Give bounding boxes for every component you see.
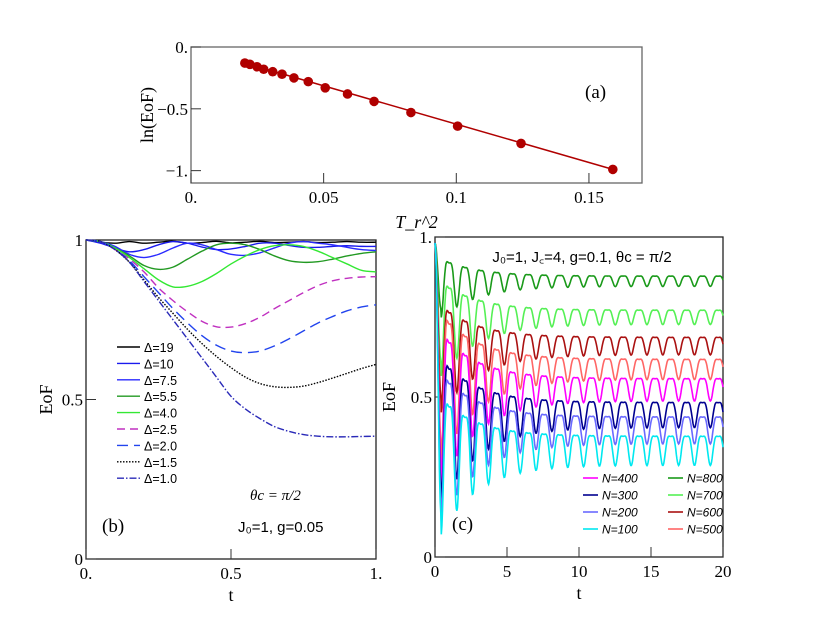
series-line <box>85 239 377 389</box>
series-line <box>85 239 377 289</box>
legend-label: N=500 <box>687 523 723 537</box>
panel-label: (b) <box>102 516 124 537</box>
x-tick-label: 15 <box>643 562 660 581</box>
y-tick-label: 0. <box>175 38 188 57</box>
series-line <box>85 239 377 329</box>
legend-label: Δ=2.5 <box>144 423 177 437</box>
x-tick-label: 20 <box>715 562 732 581</box>
series-line <box>434 242 724 522</box>
panel-c: 0 5 10 15 20 0 0.5 1. t EoF (c) N=400 N=300 N=200 N=10… <box>379 228 732 603</box>
y-tick-label: −0.5 <box>157 100 188 119</box>
fit-line <box>244 62 614 171</box>
x-tick-label: 5 <box>503 562 512 581</box>
panel-label: (c) <box>452 514 473 535</box>
data-point <box>267 66 278 77</box>
data-point <box>342 89 353 99</box>
series-line <box>434 242 724 463</box>
data-point <box>320 83 331 93</box>
x-tick-label: 0.1 <box>446 188 467 207</box>
y-tick-label: 0.5 <box>62 391 83 410</box>
legend-label: Δ=19 <box>144 341 174 355</box>
legend-label: Δ=4.0 <box>144 407 177 421</box>
series-line <box>85 239 377 271</box>
x-tick-label: 0. <box>185 188 198 207</box>
data-point <box>303 76 314 87</box>
y-tick-label: 1. <box>419 228 432 247</box>
data-point <box>369 96 379 107</box>
data-point <box>289 73 299 83</box>
data-point <box>608 164 618 175</box>
plot-frame <box>85 239 377 560</box>
y-tick-label: 1 <box>75 231 84 250</box>
legend-label: N=800 <box>687 472 723 486</box>
x-tick-label: 0.05 <box>309 188 339 207</box>
y-tick-label: 0 <box>424 548 433 567</box>
legend-label: Δ=1.0 <box>144 472 177 486</box>
legend-label: Δ=10 <box>144 357 174 371</box>
annotation-theta: θc = π/2 <box>250 488 301 504</box>
series-line <box>434 242 724 485</box>
x-tick-label: 0 <box>431 562 440 581</box>
series-line <box>434 242 724 535</box>
legend-label: N=300 <box>602 489 638 503</box>
x-axis-label: t <box>576 583 581 603</box>
y-axis-label: EoF <box>36 384 56 414</box>
data-point <box>516 138 526 149</box>
data-point <box>406 107 416 118</box>
panel-b: 0. 0.5 1. 0 0.5 1 t EoF (b) Δ=19 Δ=10 Δ=7.5 Δ=5.5 Δ=4… <box>36 231 382 605</box>
x-tick-label: 10 <box>571 562 588 581</box>
x-tick-label: 0.15 <box>574 188 604 207</box>
legend-label: Δ=1.5 <box>144 456 177 470</box>
legend-label: Δ=2.0 <box>144 439 177 453</box>
annotation-params: J₀=1, g=0.05 <box>238 519 323 536</box>
y-tick-label: −1. <box>166 162 188 181</box>
series-line <box>434 242 724 376</box>
x-tick-label: 0.5 <box>220 564 241 583</box>
data-point <box>452 121 463 131</box>
legend-label: Δ=5.5 <box>144 390 177 404</box>
series-line <box>434 242 724 413</box>
y-tick-label: 0.5 <box>411 388 432 407</box>
series-line <box>85 239 377 438</box>
legend-label: Δ=7.5 <box>144 374 177 388</box>
y-axis-label: EoF <box>379 382 399 412</box>
panel-a: 0. 0.05 0.1 0.15 0. −0.5 −1. T_r^2 ln(EoF) (a) <box>137 38 643 232</box>
legend-label: N=700 <box>687 489 723 503</box>
annotation-params: J₀=1, J꜀=4, g=0.1, θc = π/2 <box>492 249 671 266</box>
legend-label: N=100 <box>602 523 638 537</box>
x-tick-label: 1. <box>370 564 383 583</box>
series-line <box>434 242 724 507</box>
series-line <box>85 239 377 259</box>
x-axis-label: t <box>228 585 233 605</box>
x-tick-label: 0. <box>80 564 93 583</box>
series-line <box>434 242 724 318</box>
legend-label: N=600 <box>687 506 723 520</box>
x-axis-label: T_r^2 <box>395 212 438 232</box>
series-line <box>85 239 377 253</box>
plot-frame <box>190 46 643 184</box>
data-point <box>258 64 269 75</box>
y-axis-label: ln(EoF) <box>137 87 158 143</box>
legend-label: N=200 <box>602 506 638 520</box>
data-point <box>277 69 287 79</box>
panel-label: (a) <box>585 82 606 103</box>
legend-label: N=400 <box>602 472 638 486</box>
series-line <box>85 239 377 354</box>
y-tick-label: 0 <box>75 550 84 569</box>
